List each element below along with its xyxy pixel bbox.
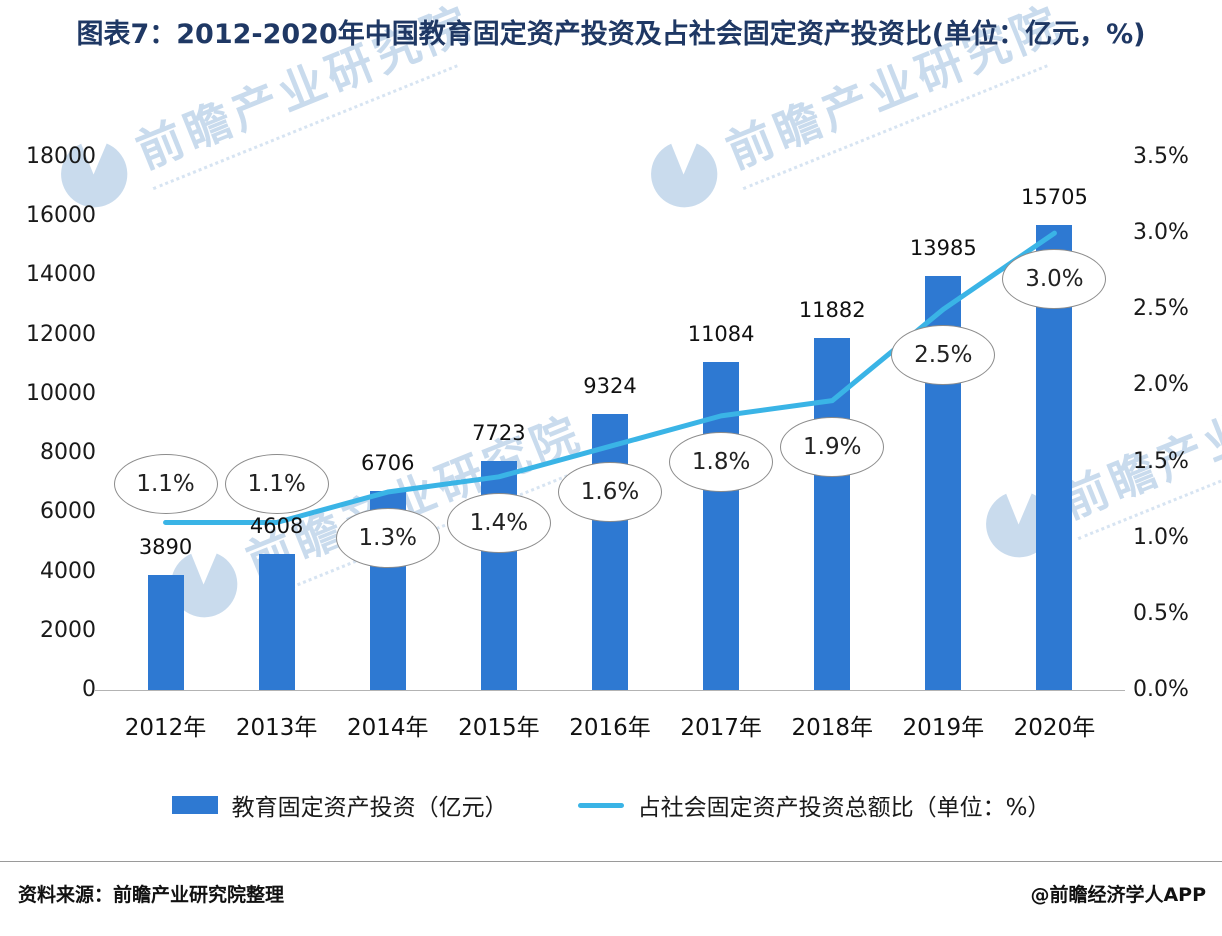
right-axis-tick: 2.5% — [1133, 296, 1189, 322]
bar-value-label: 15705 — [1021, 184, 1088, 209]
x-axis-line — [95, 690, 1125, 691]
bar — [814, 338, 851, 690]
x-axis-label: 2014年 — [346, 715, 429, 741]
legend-bar-label: 教育固定资产投资（亿元） — [231, 795, 508, 821]
left-axis-tick: 0 — [82, 677, 96, 702]
x-axis-label: 2016年 — [569, 715, 651, 741]
bar-value-label: 9324 — [583, 373, 637, 398]
percentage-label: 1.1% — [113, 454, 218, 515]
bar — [147, 574, 184, 690]
bar — [703, 361, 740, 690]
legend-line-label: 占社会固定资产投资总额比（单位：%） — [637, 795, 1051, 821]
x-axis-label: 2020年 — [1013, 715, 1096, 741]
percentage-label: 1.9% — [780, 416, 885, 477]
bar-value-label: 6706 — [361, 451, 415, 476]
chart-legend: 教育固定资产投资（亿元） 占社会固定资产投资总额比（单位：%） — [0, 788, 1222, 822]
credit-note: @前瞻经济学人APP — [1030, 884, 1206, 906]
bar-value-label: 3890 — [138, 534, 193, 559]
right-axis-tick: 1.0% — [1133, 524, 1189, 550]
x-axis-label: 2012年 — [124, 715, 207, 741]
x-axis-label: 2019年 — [902, 715, 985, 741]
legend-line-swatch — [577, 802, 624, 808]
bar-value-label: 11084 — [687, 321, 755, 346]
percentage-label: 1.3% — [335, 508, 440, 569]
left-axis-tick: 8000 — [40, 440, 96, 466]
x-axis-label: 2015年 — [458, 715, 540, 741]
bar — [258, 553, 295, 690]
footer-divider — [0, 861, 1222, 862]
percentage-label: 1.8% — [669, 431, 774, 492]
legend-item-line: 占社会固定资产投资总额比（单位：%） — [577, 788, 1051, 822]
right-axis-tick: 0.5% — [1133, 600, 1189, 626]
right-axis-tick: 1.5% — [1133, 448, 1189, 474]
percentage-label: 1.1% — [224, 454, 329, 515]
chart-title: 图表7：2012-2020年中国教育固定资产投资及占社会固定资产投资比(单位：亿… — [76, 19, 1146, 50]
bar-value-label: 13985 — [909, 235, 977, 260]
left-axis-tick: 4000 — [40, 558, 96, 584]
bar-value-label: 7723 — [472, 421, 526, 446]
percentage-label: 2.5% — [891, 325, 996, 386]
bar — [592, 413, 628, 690]
bar-value-label: 11882 — [798, 298, 866, 323]
source-note: 资料来源：前瞻产业研究院整理 — [18, 884, 285, 906]
right-axis-tick: 3.5% — [1133, 144, 1189, 169]
left-axis-tick: 12000 — [26, 321, 96, 347]
legend-bar-swatch — [171, 796, 218, 814]
legend-item-bars: 教育固定资产投资（亿元） — [171, 788, 508, 822]
percentage-label: 3.0% — [1002, 249, 1107, 310]
left-axis-tick: 10000 — [26, 380, 96, 406]
right-axis-tick: 2.0% — [1133, 372, 1189, 398]
bar-value-label: 4608 — [249, 513, 304, 538]
right-axis-tick: 0.0% — [1133, 677, 1189, 702]
left-axis-tick: 16000 — [26, 203, 96, 229]
x-axis-label: 2013年 — [235, 715, 318, 741]
x-axis-label: 2017年 — [680, 715, 762, 741]
left-axis-tick: 2000 — [40, 617, 96, 643]
left-axis-tick: 14000 — [26, 262, 96, 288]
right-axis-tick: 3.0% — [1133, 220, 1189, 246]
percentage-label: 1.6% — [558, 462, 662, 523]
x-axis-label: 2018年 — [791, 715, 873, 741]
left-axis-tick: 18000 — [26, 144, 96, 169]
percentage-label: 1.4% — [446, 492, 551, 553]
left-axis-tick: 6000 — [40, 499, 96, 525]
